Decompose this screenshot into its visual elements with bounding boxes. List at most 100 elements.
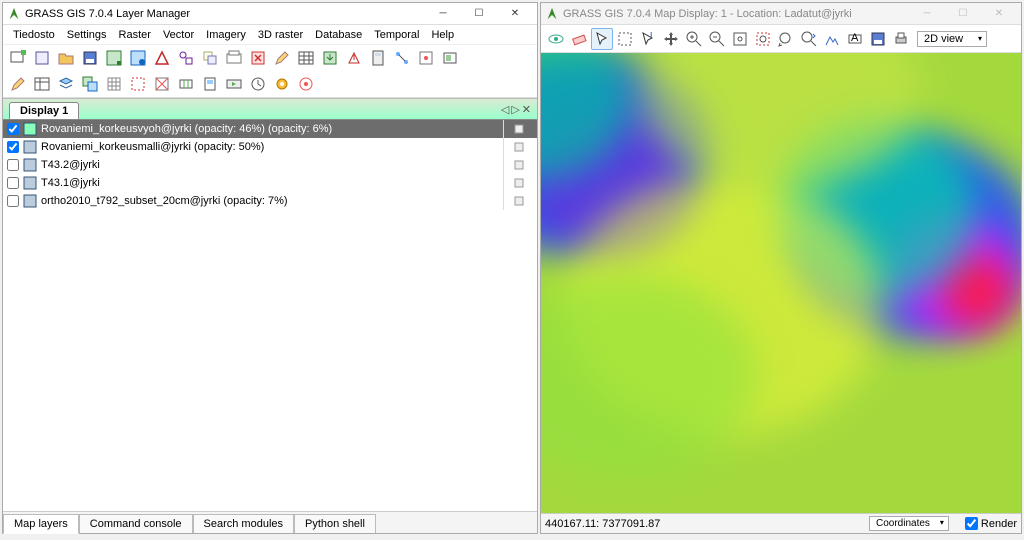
render-map-icon[interactable] [545,28,567,50]
tab-next-icon[interactable]: ▷ [511,103,519,116]
menu-tiedosto[interactable]: Tiedosto [7,27,61,43]
pan-icon[interactable] [660,28,682,50]
menu-imagery[interactable]: Imagery [200,27,252,43]
tab-close-icon[interactable]: ✕ [522,103,531,116]
layer-tools-icon[interactable] [503,192,533,210]
pencil-icon[interactable] [7,73,29,95]
minimize-button[interactable]: ─ [909,4,945,24]
status-mode-select[interactable]: Coordinates [869,516,949,531]
settings-gear-icon[interactable] [271,73,293,95]
layer-tools-icon[interactable] [503,156,533,174]
menu-temporal[interactable]: Temporal [368,27,425,43]
layer-tools-icon[interactable] [503,138,533,156]
add-various-raster-icon[interactable] [127,47,149,69]
layer-visibility-checkbox[interactable] [7,159,19,171]
layer-tools-icon[interactable] [503,120,533,138]
lm-titlebar[interactable]: GRASS GIS 7.0.4 Layer Manager ─ ☐ ✕ [3,3,537,25]
lm-toolbar-row1 [3,45,537,71]
query-icon[interactable]: i [637,28,659,50]
grid-icon[interactable] [103,73,125,95]
raster-overlay-icon[interactable] [79,73,101,95]
import-raster-icon[interactable] [319,47,341,69]
cartographic-icon[interactable] [439,47,461,69]
display-tab[interactable]: Display 1 [9,102,79,119]
tab-command-console[interactable]: Command console [79,514,193,533]
render-checkbox[interactable]: Render [965,517,1017,530]
new-workspace-icon[interactable] [31,47,53,69]
map-canvas[interactable] [541,53,1021,513]
add-overlay-icon[interactable] [199,47,221,69]
layer-tools-icon[interactable] [503,174,533,192]
attr-table-icon[interactable] [295,47,317,69]
layer-row[interactable]: T43.1@jyrki [3,174,537,192]
tab-map-layers[interactable]: Map layers [3,514,79,534]
add-vector-icon[interactable] [151,47,173,69]
layer-row[interactable]: T43.2@jyrki [3,156,537,174]
md-titlebar[interactable]: GRASS GIS 7.0.4 Map Display: 1 - Locatio… [541,3,1021,25]
table-icon[interactable] [31,73,53,95]
zoom-in-icon[interactable] [683,28,705,50]
layer-visibility-checkbox[interactable] [7,177,19,189]
import-vector-icon[interactable] [343,47,365,69]
grass-icon [7,7,21,21]
remove-layer-icon[interactable] [247,47,269,69]
zoom-last-icon[interactable] [775,28,797,50]
close-button[interactable]: ✕ [981,4,1017,24]
link-map-icon[interactable] [175,73,197,95]
zoom-region-icon[interactable] [752,28,774,50]
menu-database[interactable]: Database [309,27,368,43]
layer-row[interactable]: Rovaniemi_korkeusvyoh@jyrki (opacity: 46… [3,120,537,138]
help-icon[interactable] [295,73,317,95]
layer-row[interactable]: Rovaniemi_korkeusmalli@jyrki (opacity: 5… [3,138,537,156]
render-checkbox-input[interactable] [965,517,978,530]
add-raster-icon[interactable] [103,47,125,69]
temporal-icon[interactable] [247,73,269,95]
lm-menubar: TiedostoSettingsRasterVectorImagery3D ra… [3,25,537,45]
layer-row[interactable]: ortho2010_t792_subset_20cm@jyrki (opacit… [3,192,537,210]
zoom-out-icon[interactable] [706,28,728,50]
overlay-menu-icon[interactable]: A [844,28,866,50]
menu-settings[interactable]: Settings [61,27,113,43]
tab-search-modules[interactable]: Search modules [193,514,295,533]
pointer-icon[interactable] [591,28,613,50]
layer-visibility-checkbox[interactable] [7,141,19,153]
calc-icon[interactable] [367,47,389,69]
save-display-icon[interactable] [867,28,889,50]
layer-visibility-checkbox[interactable] [7,195,19,207]
layer-label: T43.1@jyrki [41,177,100,189]
tab-prev-icon[interactable]: ◁ [501,103,509,116]
menu-vector[interactable]: Vector [157,27,200,43]
georectify-icon[interactable] [415,47,437,69]
zoom-menu-icon[interactable] [798,28,820,50]
maximize-button[interactable]: ☐ [461,4,497,24]
analyze-icon[interactable] [821,28,843,50]
menu-help[interactable]: Help [425,27,460,43]
add-various-vector-icon[interactable] [175,47,197,69]
select-icon[interactable] [614,28,636,50]
save-workspace-icon[interactable] [79,47,101,69]
zoom-extent-icon[interactable] [729,28,751,50]
map-display-window: GRASS GIS 7.0.4 Map Display: 1 - Locatio… [540,2,1022,534]
raster-layer-icon [23,158,37,172]
menu-3d-raster[interactable]: 3D raster [252,27,309,43]
layers-icon[interactable] [55,73,77,95]
layer-visibility-checkbox[interactable] [7,123,19,135]
maximize-button[interactable]: ☐ [945,4,981,24]
close-button[interactable]: ✕ [497,4,533,24]
compose-icon[interactable] [199,73,221,95]
modeler-icon[interactable] [391,47,413,69]
minimize-button[interactable]: ─ [425,4,461,24]
menu-raster[interactable]: Raster [113,27,157,43]
add-group-icon[interactable] [223,47,245,69]
print-icon[interactable] [890,28,912,50]
grass-icon [545,7,559,21]
view-mode-select[interactable]: 2D view [917,31,987,47]
animation-icon[interactable] [223,73,245,95]
edit-vector-icon[interactable] [271,47,293,69]
tab-python-shell[interactable]: Python shell [294,514,376,533]
georect-icon[interactable] [151,73,173,95]
erase-icon[interactable] [568,28,590,50]
open-workspace-icon[interactable] [55,47,77,69]
new-display-icon[interactable] [7,47,29,69]
region-icon[interactable] [127,73,149,95]
